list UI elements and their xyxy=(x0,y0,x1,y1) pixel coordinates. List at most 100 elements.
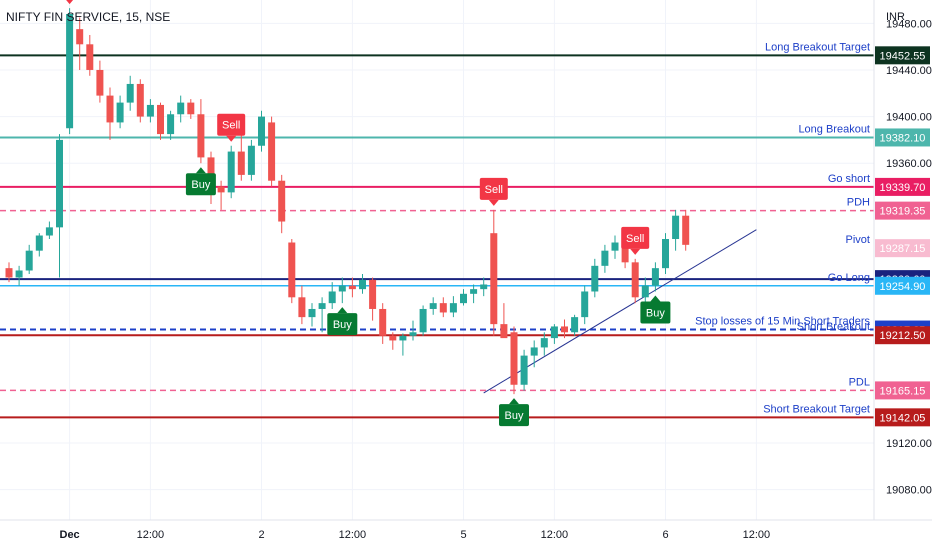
sell-signal-label: Sell xyxy=(485,184,503,196)
level-label: PDH xyxy=(847,197,870,209)
sell-signal-label: Sell xyxy=(626,233,644,245)
buy-signal-pointer xyxy=(650,295,661,302)
candle-body xyxy=(56,139,63,228)
candle-body xyxy=(348,285,356,290)
level-label: Short Breakout xyxy=(797,321,870,333)
candle-body xyxy=(379,308,387,336)
candle-body xyxy=(146,104,154,117)
candle-body xyxy=(237,151,245,175)
candle-body xyxy=(439,303,447,313)
buy-signal: Buy xyxy=(327,307,358,336)
candle-body xyxy=(167,114,175,135)
chart-title: NIFTY FIN SERVICE, 15, NSE xyxy=(6,10,170,24)
candle-body xyxy=(106,95,114,123)
sell-signal-pointer xyxy=(630,248,641,255)
level-badge-value: 19212.50 xyxy=(880,330,926,342)
sell-signal: Sell xyxy=(217,113,246,142)
candle-body xyxy=(540,338,548,348)
buy-signal-box xyxy=(185,173,216,196)
level-badge xyxy=(875,128,930,147)
candles xyxy=(5,8,690,395)
sell-signal-box xyxy=(479,177,508,200)
price-axis[interactable]: 19480.00 19440.00 19400.00 19360.00 19120.00… xyxy=(875,18,932,497)
candle-body xyxy=(561,326,568,333)
level-badge xyxy=(875,326,930,345)
level-label: PDL xyxy=(849,376,870,388)
candle-body xyxy=(369,279,377,309)
candle-body xyxy=(15,270,23,278)
candle-body xyxy=(449,303,457,313)
level-label: Pivot xyxy=(846,234,870,246)
candle-body xyxy=(136,83,144,117)
candle-body xyxy=(389,335,397,341)
sell-signal: Sell xyxy=(66,0,74,5)
level-badge xyxy=(875,239,930,258)
grid-lines xyxy=(0,0,874,520)
x-tick-label: 12:00 xyxy=(339,529,367,541)
y-tick-label: 19440.00 xyxy=(886,65,932,77)
y-tick-label: 19400.00 xyxy=(886,112,932,124)
buy-signal-pointer xyxy=(195,167,206,174)
candle-body xyxy=(399,335,407,341)
candle-body xyxy=(5,268,13,278)
candle-body xyxy=(258,116,265,146)
candle-body xyxy=(157,104,164,135)
candle-body xyxy=(227,151,235,193)
level-badge xyxy=(875,276,930,295)
sell-signal: Sell xyxy=(479,177,508,206)
candle-body xyxy=(187,102,195,115)
level-badge-value: 19254.90 xyxy=(880,281,926,293)
level-label: Go short xyxy=(828,173,870,185)
level-label: Long Breakout xyxy=(798,123,870,135)
candle-body xyxy=(429,303,437,309)
buy-signal: Buy xyxy=(499,398,529,427)
candle-body xyxy=(591,265,599,292)
x-tick-label: Dec xyxy=(60,529,80,541)
candle-body xyxy=(510,332,518,385)
candle-body xyxy=(45,227,53,236)
level-lines xyxy=(0,54,874,419)
buy-signal-pointer xyxy=(509,398,519,405)
candle-body xyxy=(631,262,639,298)
candle-body xyxy=(116,102,124,123)
signal-markers: Sell Sell Sell Sell Buy Buy Buy Buy xyxy=(66,0,671,427)
x-tick-label: 6 xyxy=(662,529,668,541)
candle-body xyxy=(298,297,306,318)
x-tick-label: 2 xyxy=(258,529,264,541)
level-labels: Long Breakout Target Long Breakout Go shor… xyxy=(695,41,870,415)
candle-body xyxy=(682,215,690,245)
candle-body xyxy=(96,69,104,96)
candle-body xyxy=(470,289,478,294)
trendline xyxy=(483,229,757,394)
sell-signal-pointer xyxy=(66,0,74,5)
x-tick-label: 12:00 xyxy=(137,529,165,541)
level-badge-value: 19287.15 xyxy=(880,243,926,255)
level-badge-value: 19339.70 xyxy=(880,182,926,194)
level-badge-value: 19319.35 xyxy=(880,206,926,218)
candle-body xyxy=(328,291,336,304)
x-tick-label: 12:00 xyxy=(541,529,569,541)
candle-body xyxy=(409,332,417,336)
y-tick-label: 19080.00 xyxy=(886,485,932,497)
sell-signal-pointer xyxy=(488,199,499,206)
level-badge-value: 19382.10 xyxy=(880,132,926,144)
time-axis[interactable]: Dec 12:00 2 12:00 5 12:00 6 12:00 xyxy=(60,529,771,541)
candle-body xyxy=(520,355,528,385)
currency-label: INR xyxy=(886,11,905,23)
candle-body xyxy=(247,145,255,175)
candle-body xyxy=(621,242,629,263)
candle-body xyxy=(601,250,609,266)
candle-body xyxy=(126,83,134,103)
y-tick-label: 19120.00 xyxy=(886,438,932,450)
buy-signal-box xyxy=(499,404,529,427)
buy-signal-box xyxy=(640,301,671,324)
candle-body xyxy=(500,324,508,339)
trendline-layer xyxy=(483,229,757,394)
sell-signal-box xyxy=(217,113,246,136)
level-badge xyxy=(875,46,930,65)
candle-body xyxy=(672,215,680,240)
buy-signal: Buy xyxy=(185,167,216,196)
level-badge xyxy=(875,177,930,196)
x-tick-label: 12:00 xyxy=(743,529,771,541)
